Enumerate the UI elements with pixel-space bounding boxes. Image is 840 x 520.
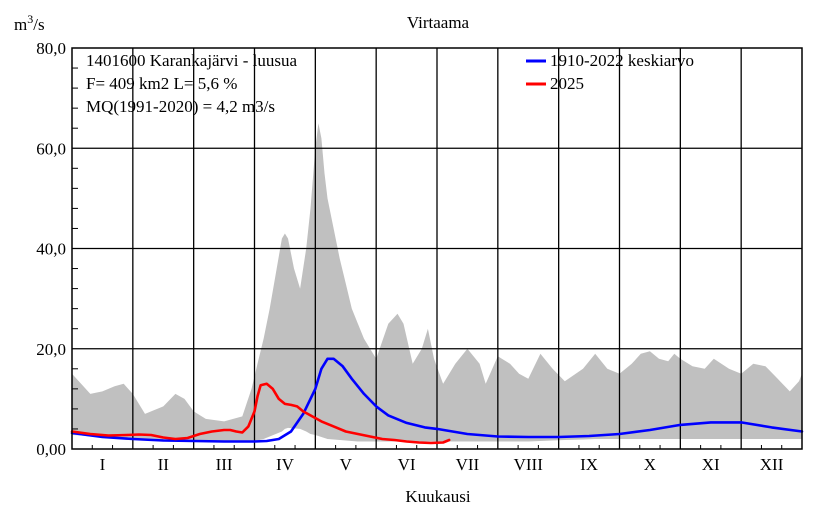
- month-labels: I II III IV V VI VII VIII IX X XI XII: [100, 455, 784, 474]
- chart-title: Virtaama: [407, 13, 470, 32]
- plot-frame: [71, 47, 803, 450]
- month-label: XII: [760, 455, 784, 474]
- station-info-line-2: F= 409 km2 L= 5,6 %: [86, 74, 237, 93]
- month-label: X: [644, 455, 656, 474]
- month-label: III: [216, 455, 233, 474]
- month-label: I: [100, 455, 106, 474]
- grid-layer: [72, 48, 802, 449]
- legend-label-current: 2025: [550, 74, 584, 93]
- y-tick-labels: 0,00 20,0 40,0 60,0 80,0: [36, 39, 66, 459]
- series-line-current: [70, 382, 451, 445]
- y-tick-label: 0,00: [36, 440, 66, 459]
- x-axis-label: Kuukausi: [405, 487, 470, 506]
- station-info: 1401600 Karankajärvi - luusua F= 409 km2…: [86, 51, 297, 116]
- y-tick-label: 20,0: [36, 340, 66, 359]
- series-layer: [70, 357, 804, 445]
- month-label: II: [158, 455, 170, 474]
- month-label: IV: [276, 455, 295, 474]
- y-axis-label: m3/s: [14, 12, 45, 34]
- y-tick-label: 60,0: [36, 139, 66, 158]
- month-label: IX: [580, 455, 598, 474]
- station-info-line-3: MQ(1991-2020) = 4,2 m3/s: [86, 97, 275, 116]
- month-label: V: [340, 455, 353, 474]
- y-tick-label: 80,0: [36, 39, 66, 58]
- legend-label-mean: 1910-2022 keskiarvo: [550, 51, 694, 70]
- series-line-mean: [70, 357, 804, 443]
- month-label: VI: [398, 455, 416, 474]
- month-label: XI: [702, 455, 720, 474]
- legend: 1910-2022 keskiarvo 2025: [526, 51, 694, 93]
- y-tick-label: 40,0: [36, 240, 66, 259]
- month-label: VII: [456, 455, 480, 474]
- station-info-line-1: 1401600 Karankajärvi - luusua: [86, 51, 297, 70]
- month-label: VIII: [514, 455, 544, 474]
